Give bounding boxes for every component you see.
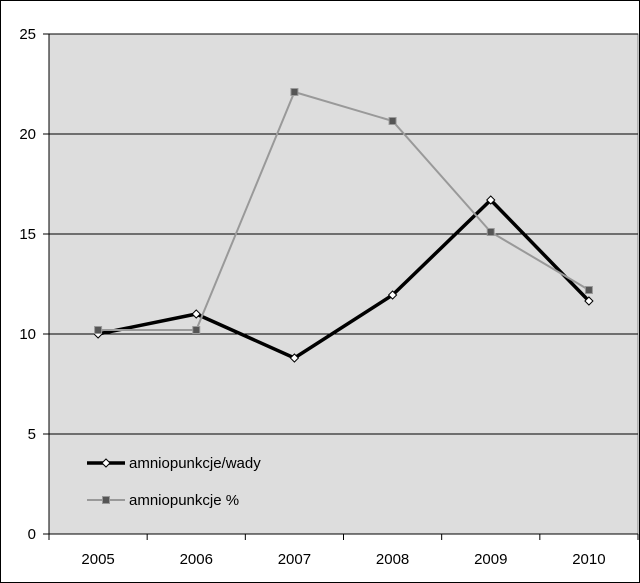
y-tick-label-25: 25	[19, 26, 36, 43]
plot-area	[48, 33, 639, 535]
axes	[43, 33, 639, 540]
y-tick-label-20: 20	[19, 126, 36, 143]
series-layer	[93, 88, 594, 363]
x-tick-label-2005: 2005	[81, 551, 114, 568]
series-line-1	[97, 197, 591, 360]
series-2	[94, 88, 593, 334]
legend-entry-series-2: amniopunkcje %	[87, 492, 239, 509]
x-tick-label-2008: 2008	[376, 551, 409, 568]
y-tick-label-15: 15	[19, 226, 36, 243]
legend-marker-series-2	[102, 496, 110, 504]
data-point-series-1-2009	[486, 195, 496, 205]
x-tick-label-2009: 2009	[474, 551, 507, 568]
data-point-series-2-2007	[290, 88, 299, 96]
y-tick-label-5: 5	[28, 426, 36, 443]
legend-entry-series-1: amniopunkcje/wady	[87, 455, 261, 472]
gridlines	[49, 33, 638, 435]
data-point-series-2-2008	[388, 117, 397, 125]
legend-label-series-1: amniopunkcje/wady	[129, 455, 261, 472]
legend-marker-series-1	[101, 458, 111, 468]
data-point-series-2-2009	[486, 228, 495, 236]
x-tick-label-2010: 2010	[572, 551, 605, 568]
series-line-2	[98, 90, 590, 331]
data-point-series-1-2006	[191, 309, 201, 319]
data-point-series-2-2005	[94, 326, 103, 334]
x-tick-labels: 2005 2006 2007 2008 2009 2010	[81, 551, 605, 568]
data-point-series-1-2010	[584, 296, 594, 306]
x-tick-label-2006: 2006	[180, 551, 213, 568]
legend-label-series-2: amniopunkcje %	[129, 492, 239, 509]
data-point-series-1-2008	[387, 290, 398, 300]
x-tick-label-2007: 2007	[278, 551, 311, 568]
y-tick-labels: 0 5 10 15 20 25	[19, 26, 36, 543]
y-tick-label-10: 10	[19, 326, 36, 343]
data-point-series-2-2010	[584, 286, 593, 294]
data-point-series-2-2006	[192, 326, 201, 334]
legend: amniopunkcje/wady amniopunkcje %	[87, 455, 261, 509]
y-tick-label-0: 0	[28, 526, 36, 543]
data-point-series-1-2007	[289, 353, 300, 363]
